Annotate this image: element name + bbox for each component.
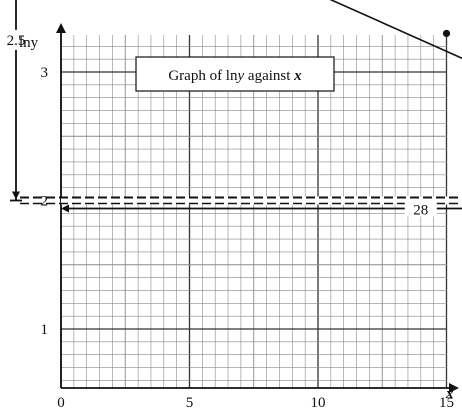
run-arrow-head-left [61, 204, 69, 213]
x-tick-label: 5 [186, 395, 194, 411]
y-tick-label: 1 [41, 322, 49, 338]
x-axis-arrow [449, 383, 459, 393]
drop-label: 2.5 [7, 33, 26, 49]
y-axis-arrow [56, 23, 66, 33]
y-axis-label: lny [19, 35, 39, 51]
x-tick-label: 15 [439, 395, 454, 411]
tick-labels: 051015202512345 [41, 65, 455, 411]
x-axis-label: x [445, 386, 454, 402]
series [329, 0, 462, 60]
axes [56, 23, 459, 393]
data-point [442, 29, 451, 38]
x-tick-label: 0 [57, 395, 65, 411]
y-tick-label: 2 [41, 194, 49, 210]
y-tick-label: 3 [41, 65, 49, 81]
annotations: 4.5282.5 [2, 0, 462, 219]
reference-band [61, 196, 462, 205]
drop-arrow-head-bottom [12, 191, 20, 200]
run-label: 28 [413, 203, 428, 219]
title-box [135, 56, 335, 92]
run-label-box [404, 199, 437, 217]
fitted-line [329, 0, 462, 60]
chart-title: Graph of lny against x [168, 68, 302, 84]
x-tick-label: 10 [311, 395, 326, 411]
grid [60, 35, 448, 388]
drop-label-box [2, 29, 30, 50]
